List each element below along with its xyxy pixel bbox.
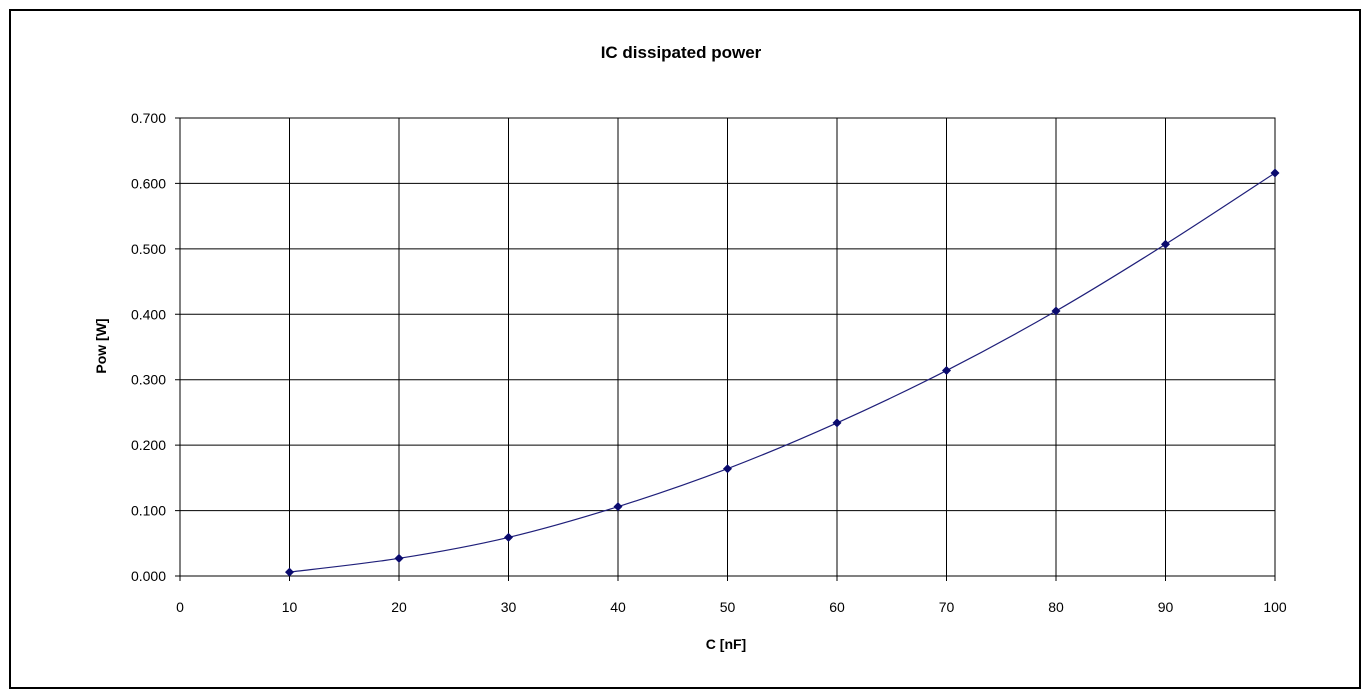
x-tick-label: 20 xyxy=(391,599,407,615)
x-tick-label: 90 xyxy=(1158,599,1174,615)
y-tick-label: 0.200 xyxy=(131,437,166,453)
data-point xyxy=(723,464,732,474)
x-tick-label: 50 xyxy=(720,599,736,615)
data-point xyxy=(394,553,404,563)
chart-title: IC dissipated power xyxy=(601,43,762,62)
series-markers xyxy=(285,168,1280,577)
x-tick-label: 80 xyxy=(1048,599,1064,615)
y-tick-label: 0.400 xyxy=(131,306,166,322)
y-tick-label: 0.700 xyxy=(131,110,166,126)
y-tick-label: 0.000 xyxy=(131,568,166,584)
data-point xyxy=(613,502,623,512)
data-point xyxy=(285,567,294,577)
y-axis-label: Pow [W] xyxy=(93,318,109,373)
data-point xyxy=(1270,168,1280,178)
x-tick-label: 100 xyxy=(1263,599,1287,615)
chart-svg: IC dissipated power 0.000 0.100 0.200 0.300… xyxy=(93,43,1287,652)
y-tick-label: 0.500 xyxy=(131,241,166,257)
x-tick-labels: 0 10 20 30 40 50 60 70 80 90 100 xyxy=(176,599,1287,615)
data-point xyxy=(832,418,842,428)
series-line xyxy=(289,172,1276,573)
grid xyxy=(175,117,1276,581)
x-tick-label: 40 xyxy=(610,599,626,615)
x-tick-label: 10 xyxy=(282,599,298,615)
x-tick-label: 0 xyxy=(176,599,184,615)
data-point xyxy=(942,366,951,376)
x-tick-label: 30 xyxy=(501,599,517,615)
y-tick-label: 0.100 xyxy=(131,503,166,519)
y-tick-label: 0.600 xyxy=(131,175,166,191)
y-tick-label: 0.300 xyxy=(131,372,166,388)
x-tick-label: 70 xyxy=(939,599,955,615)
data-point xyxy=(504,532,513,542)
data-point xyxy=(1161,239,1170,249)
plot-area-border xyxy=(179,117,1276,577)
data-point xyxy=(1051,306,1061,316)
x-axis-label: C [nF] xyxy=(706,636,746,652)
x-tick-label: 60 xyxy=(829,599,845,615)
y-tick-labels: 0.000 0.100 0.200 0.300 0.400 0.500 0.600 0.700 xyxy=(131,110,166,584)
